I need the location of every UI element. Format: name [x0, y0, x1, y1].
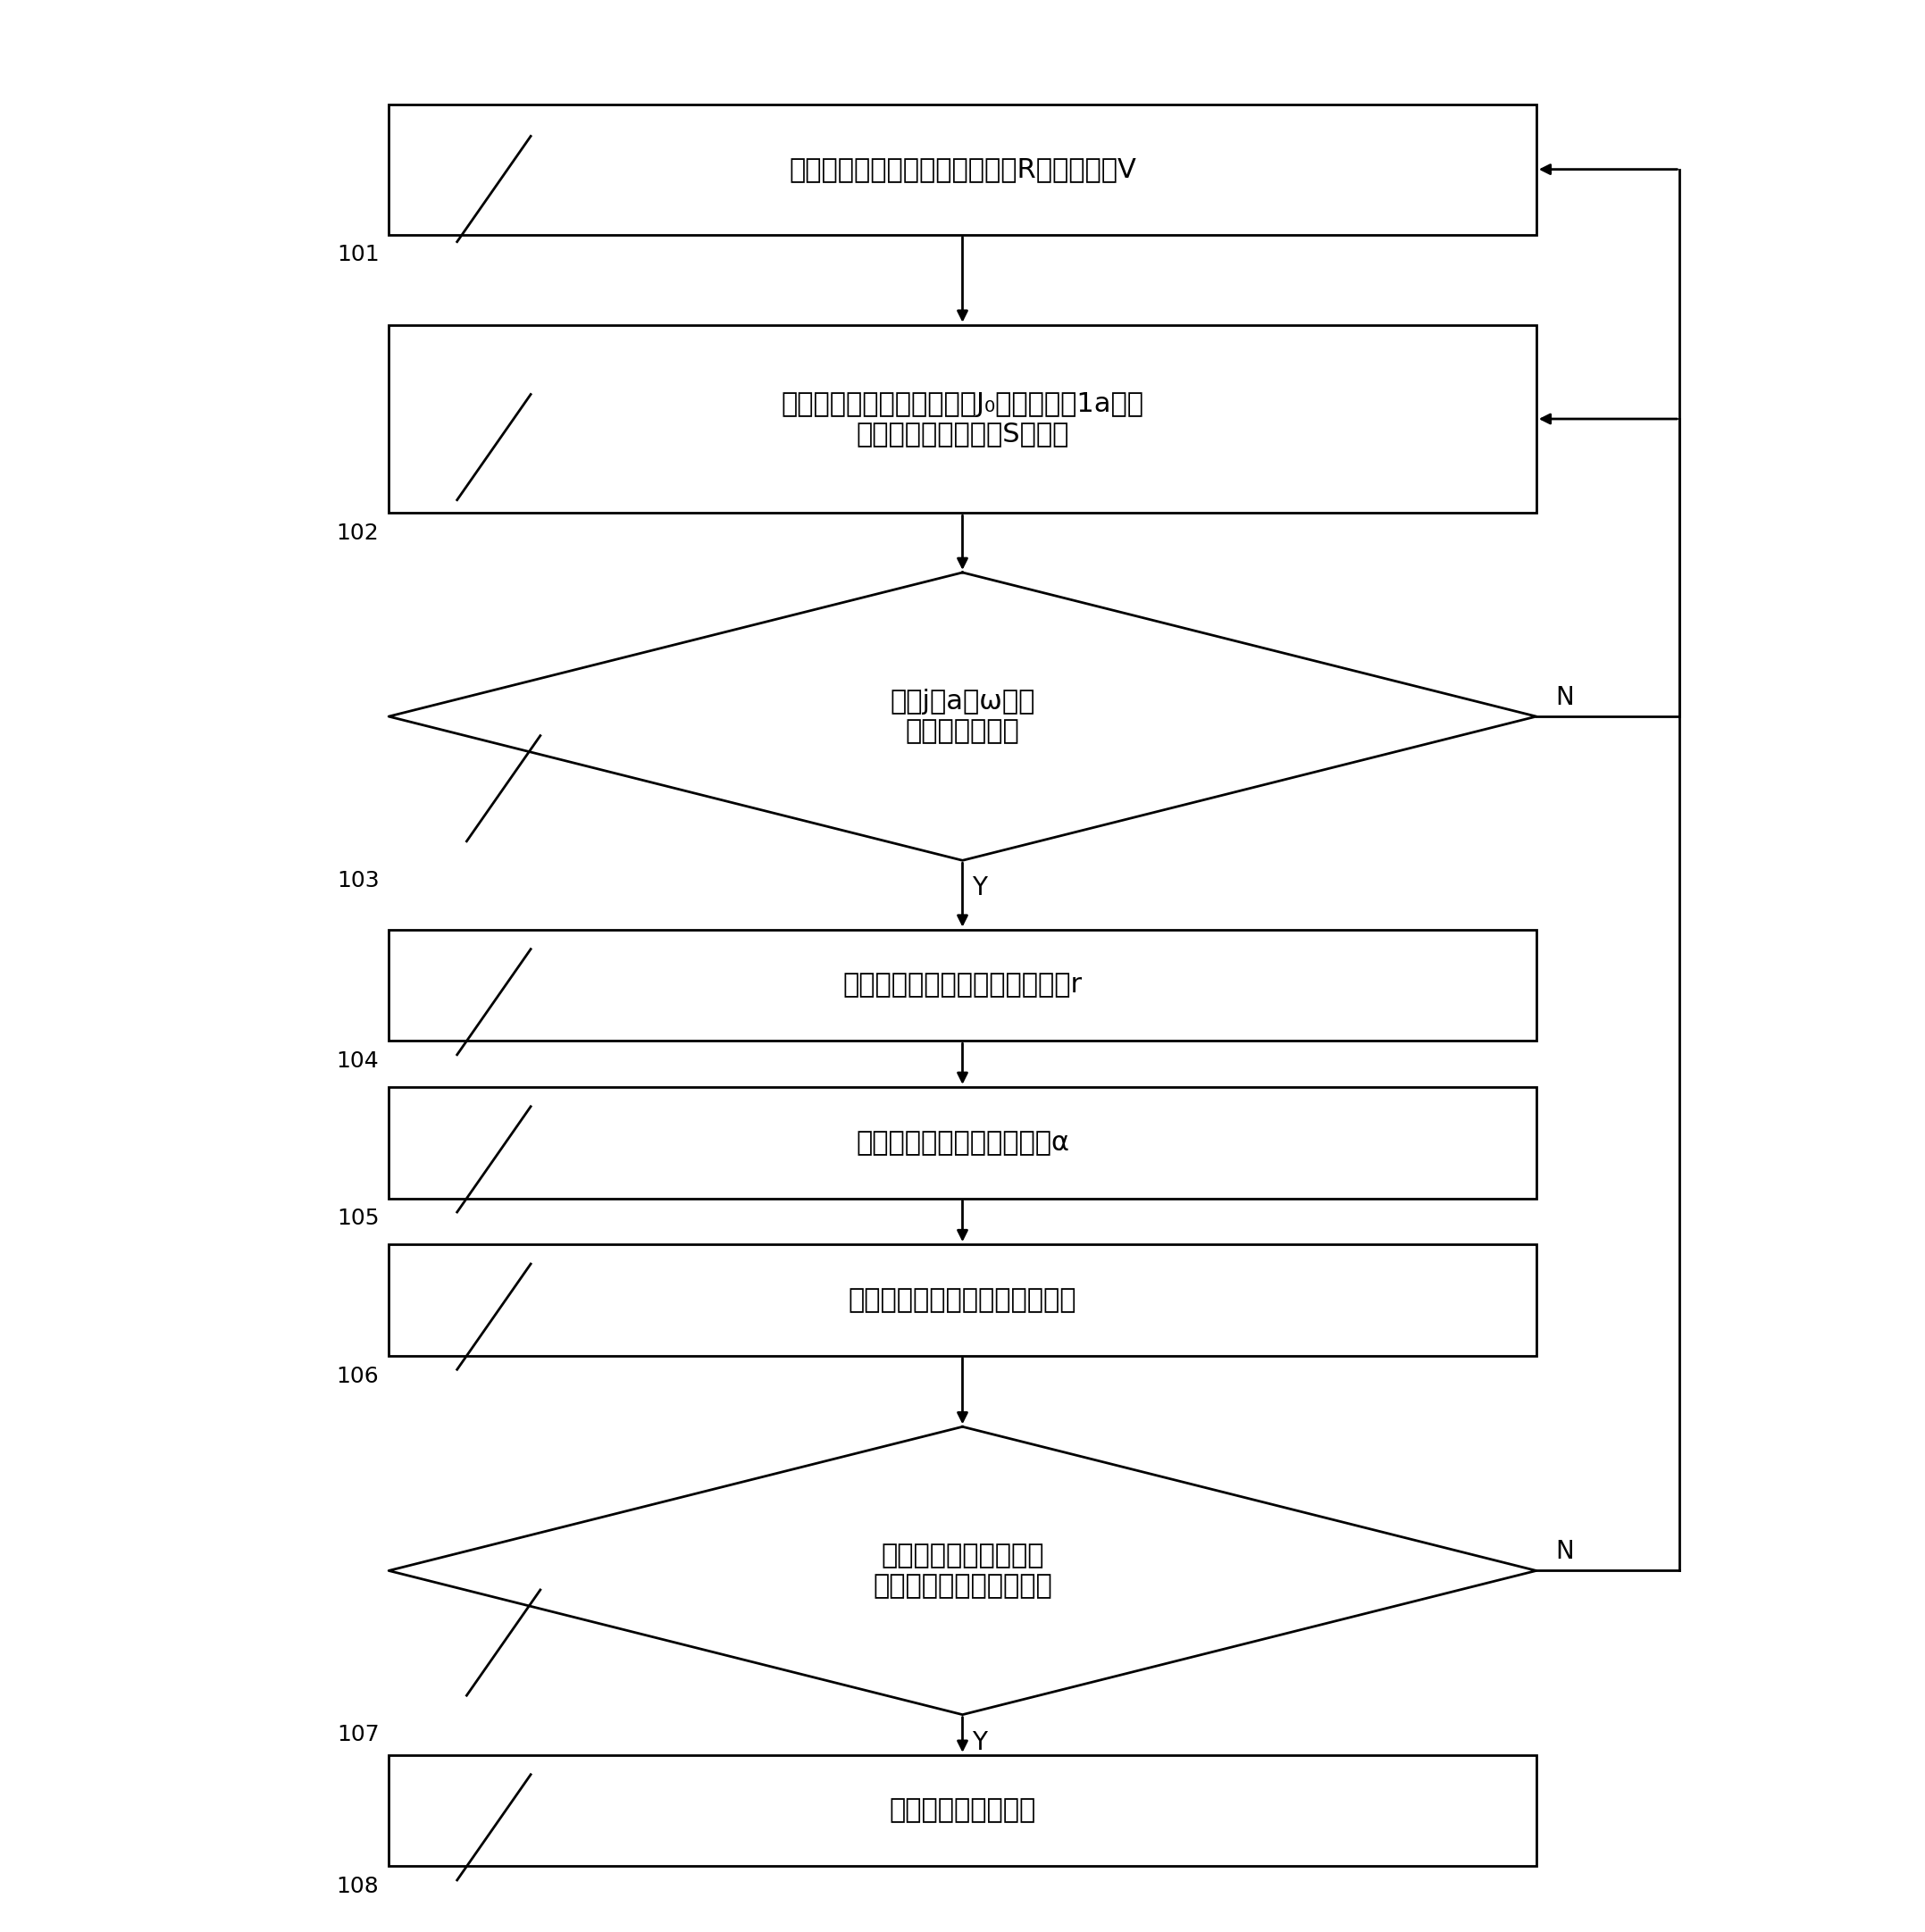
Bar — [389, 325, 1536, 514]
Text: Y: Y — [972, 875, 988, 900]
Text: 按人体工程学要求选定一个J₀值，再按（1a）式
计算出缓和路段长度S的初值: 按人体工程学要求选定一个J₀值，再按（1a）式 计算出缓和路段长度S的初值 — [782, 390, 1143, 446]
Text: 103: 103 — [337, 869, 379, 891]
Text: 计算缓和路段上各点的曲率半径r: 计算缓和路段上各点的曲率半径r — [843, 972, 1082, 999]
Text: 计算缓和路段上各点的平面坐标: 计算缓和路段上各点的平面坐标 — [849, 1287, 1076, 1314]
Bar — [389, 1244, 1536, 1356]
Bar — [389, 1754, 1536, 1866]
Text: N: N — [1555, 1540, 1575, 1565]
Text: 101: 101 — [337, 243, 379, 267]
Text: 验算j、a、ω是否
满足舒适性要求: 验算j、a、ω是否 满足舒适性要求 — [889, 688, 1036, 744]
Text: 107: 107 — [337, 1723, 379, 1747]
Bar — [389, 929, 1536, 1041]
Text: 102: 102 — [337, 522, 379, 545]
Text: N: N — [1555, 684, 1575, 709]
Text: Y: Y — [972, 1729, 988, 1754]
Text: 检验设计出的缓和路段
是否满足场地大小的限制: 检验设计出的缓和路段 是否满足场地大小的限制 — [872, 1544, 1053, 1598]
Text: 由总体方案确定圆曲线路段半径R、设计车速V: 由总体方案确定圆曲线路段半径R、设计车速V — [789, 156, 1136, 182]
Bar — [389, 104, 1536, 234]
Text: 完成缓和路段的设计: 完成缓和路段的设计 — [889, 1797, 1036, 1824]
Text: 106: 106 — [337, 1366, 379, 1387]
Text: 计算缓和路段上各点的转角α: 计算缓和路段上各点的转角α — [857, 1130, 1068, 1155]
Text: 108: 108 — [337, 1876, 379, 1897]
Text: 104: 104 — [337, 1051, 379, 1072]
Text: 105: 105 — [337, 1208, 379, 1229]
Bar — [389, 1088, 1536, 1198]
